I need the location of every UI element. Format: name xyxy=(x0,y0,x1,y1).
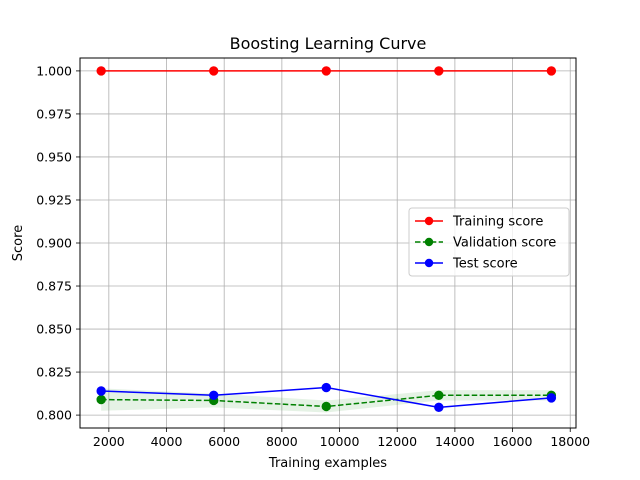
x-tick-label: 2000 xyxy=(93,434,125,449)
y-tick-label: 0.800 xyxy=(36,408,72,423)
legend: Training score Validation score Test score xyxy=(408,207,570,277)
x-tick-label: 18000 xyxy=(550,434,590,449)
legend-label: Test score xyxy=(452,257,518,272)
data-point xyxy=(321,401,331,412)
legend-marker xyxy=(424,237,434,247)
series-lines xyxy=(96,66,557,413)
legend-label: Validation score xyxy=(453,236,556,251)
data-point xyxy=(434,390,444,401)
x-tick-label: 4000 xyxy=(151,434,183,449)
y-axis-label: Score xyxy=(11,225,26,261)
legend-label: Training score xyxy=(452,215,543,230)
y-tick-label: 0.850 xyxy=(36,322,72,337)
x-tick-label: 12000 xyxy=(377,434,417,449)
y-tick-label: 0.875 xyxy=(36,279,72,294)
data-point xyxy=(209,66,219,76)
x-tick-label: 8000 xyxy=(266,434,298,449)
y-tick-label: 0.900 xyxy=(36,236,72,251)
data-point xyxy=(434,402,444,413)
data-point xyxy=(96,66,106,76)
data-point xyxy=(321,382,331,393)
data-point xyxy=(546,66,557,76)
y-tick-label: 1.000 xyxy=(36,63,72,78)
x-axis-label: Training examples xyxy=(268,456,387,471)
legend-marker xyxy=(424,258,434,268)
data-point xyxy=(96,386,106,396)
axis-ticks: 2000 4000 6000 8000 10000 12000 14000 16000 1800… xyxy=(36,63,590,449)
x-tick-label: 10000 xyxy=(320,434,360,449)
x-tick-label: 16000 xyxy=(493,434,533,449)
data-point xyxy=(96,394,106,405)
x-tick-label: 6000 xyxy=(208,434,240,449)
chart-title: Boosting Learning Curve xyxy=(230,34,427,53)
legend-marker xyxy=(424,216,434,226)
data-point xyxy=(434,66,444,76)
y-tick-label: 0.950 xyxy=(36,149,72,164)
legend-box xyxy=(408,207,570,277)
data-point xyxy=(546,393,557,403)
y-tick-label: 0.975 xyxy=(36,106,72,121)
y-tick-label: 0.825 xyxy=(36,365,72,380)
x-tick-label: 14000 xyxy=(435,434,475,449)
grid xyxy=(80,58,576,428)
data-point xyxy=(209,390,219,401)
y-tick-label: 0.925 xyxy=(36,192,72,207)
data-point xyxy=(321,66,331,76)
